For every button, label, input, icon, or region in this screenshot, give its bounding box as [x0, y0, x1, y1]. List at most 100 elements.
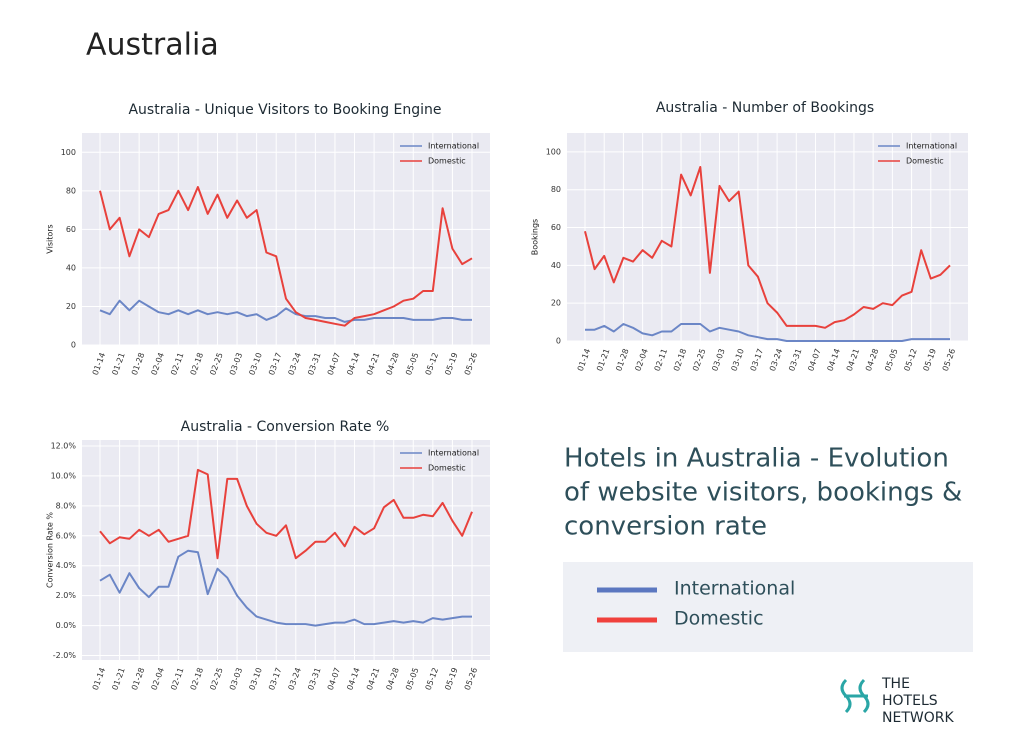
series-line — [585, 323, 950, 342]
y-tick-label: 40 — [551, 261, 561, 270]
x-tick-label: 02-11 — [169, 666, 185, 691]
x-tick-label: 03-17 — [267, 666, 283, 691]
series-line — [584, 166, 951, 329]
x-tick-label: 04-21 — [365, 666, 381, 691]
caption-line: conversion rate — [564, 512, 767, 542]
y-tick-label: 0.0% — [56, 621, 77, 630]
chart-title: Australia - Conversion Rate % — [181, 419, 390, 435]
legend-label: Domestic — [674, 608, 764, 630]
y-tick-label: 80 — [66, 186, 76, 195]
x-tick-label: 05-19 — [443, 351, 459, 376]
legend-label: Domestic — [428, 157, 466, 166]
x-tick-label: 01-21 — [595, 347, 611, 372]
y-tick-label: -2.0% — [53, 651, 77, 660]
x-tick-label: 02-11 — [653, 347, 669, 372]
caption-line: of website visitors, bookings & — [564, 478, 962, 508]
x-tick-label: 05-12 — [902, 347, 918, 372]
caption-line: Hotels in Australia - Evolution — [564, 444, 949, 474]
x-tick-label: 05-19 — [922, 347, 938, 372]
x-tick-label: 01-14 — [91, 351, 107, 376]
x-tick-label: 04-14 — [826, 347, 842, 372]
y-tick-label: 20 — [66, 302, 76, 311]
x-tick-label: 04-07 — [326, 351, 342, 376]
x-tick-label: 03-10 — [247, 351, 263, 376]
x-tick-label: 02-04 — [150, 351, 166, 376]
y-tick-label: 10.0% — [51, 471, 77, 480]
series-line — [99, 468, 473, 560]
x-tick-label: 04-21 — [365, 351, 381, 376]
y-tick-label: 60 — [66, 225, 76, 234]
x-tick-label: 03-10 — [247, 666, 263, 691]
x-tick-label: 03-31 — [306, 351, 322, 376]
y-axis-label: Visitors — [46, 224, 55, 253]
y-tick-label: 40 — [66, 263, 76, 272]
legend-label: Domestic — [428, 464, 466, 473]
x-tick-label: 02-25 — [208, 351, 224, 376]
y-tick-label: 80 — [551, 185, 561, 194]
x-tick-label: 02-04 — [150, 666, 166, 691]
plot-area — [567, 133, 968, 341]
y-tick-label: 6.0% — [56, 531, 77, 540]
x-tick-label: 02-18 — [189, 666, 205, 691]
y-tick-label: 20 — [551, 299, 561, 308]
x-tick-label: 04-28 — [385, 351, 401, 376]
x-tick-label: 02-18 — [189, 351, 205, 376]
x-tick-label: 04-14 — [345, 666, 361, 691]
x-tick-label: 01-28 — [614, 347, 630, 372]
x-tick-label: 04-28 — [385, 666, 401, 691]
series-line — [99, 549, 472, 627]
legend-label: Domestic — [906, 157, 944, 166]
legend-label: International — [674, 578, 795, 600]
x-tick-label: 03-17 — [267, 351, 283, 376]
logo-icon — [840, 678, 870, 714]
x-tick-label: 04-28 — [864, 347, 880, 372]
y-tick-label: 2.0% — [56, 591, 77, 600]
x-tick-label: 02-11 — [169, 351, 185, 376]
chart-title: Australia - Unique Visitors to Booking E… — [128, 102, 441, 118]
plot-area — [82, 440, 490, 660]
logo-text: NETWORK — [882, 710, 954, 726]
x-tick-label: 05-12 — [424, 666, 440, 691]
x-tick-label: 01-14 — [91, 666, 107, 691]
x-tick-label: 03-03 — [228, 666, 244, 691]
series-line — [99, 186, 473, 327]
x-tick-label: 04-21 — [845, 347, 861, 372]
x-tick-label: 05-19 — [443, 666, 459, 691]
x-tick-label: 05-05 — [883, 347, 899, 372]
y-tick-label: 4.0% — [56, 561, 77, 570]
page-title: Australia — [86, 28, 219, 63]
x-tick-label: 05-05 — [404, 666, 420, 691]
logo-text: THE — [881, 676, 910, 692]
x-tick-label: 04-14 — [345, 351, 361, 376]
x-tick-label: 05-26 — [463, 351, 479, 376]
x-tick-label: 02-04 — [633, 347, 649, 372]
x-tick-label: 05-12 — [424, 351, 440, 376]
x-tick-label: 01-28 — [130, 351, 146, 376]
y-tick-label: 60 — [551, 223, 561, 232]
series-line — [99, 299, 472, 323]
x-tick-label: 02-25 — [208, 666, 224, 691]
x-tick-label: 03-03 — [710, 347, 726, 372]
x-tick-label: 03-03 — [228, 351, 244, 376]
x-tick-label: 03-31 — [787, 347, 803, 372]
y-tick-label: 0 — [71, 341, 76, 350]
x-tick-label: 02-25 — [691, 347, 707, 372]
x-tick-label: 04-07 — [806, 347, 822, 372]
y-tick-label: 0 — [556, 337, 561, 346]
legend-label: International — [428, 449, 479, 458]
x-tick-label: 01-28 — [130, 666, 146, 691]
x-tick-label: 03-17 — [749, 347, 765, 372]
y-tick-label: 100 — [61, 148, 76, 157]
x-tick-label: 03-24 — [768, 347, 784, 372]
x-tick-label: 01-21 — [110, 351, 126, 376]
x-tick-label: 03-24 — [287, 351, 303, 376]
chart-title: Australia - Number of Bookings — [656, 100, 874, 116]
x-tick-label: 03-31 — [306, 666, 322, 691]
y-tick-label: 8.0% — [56, 501, 77, 510]
y-tick-label: 12.0% — [51, 441, 77, 450]
x-tick-label: 05-26 — [941, 347, 957, 372]
x-tick-label: 02-18 — [672, 347, 688, 372]
x-tick-label: 03-10 — [730, 347, 746, 372]
legend-label: International — [428, 142, 479, 151]
